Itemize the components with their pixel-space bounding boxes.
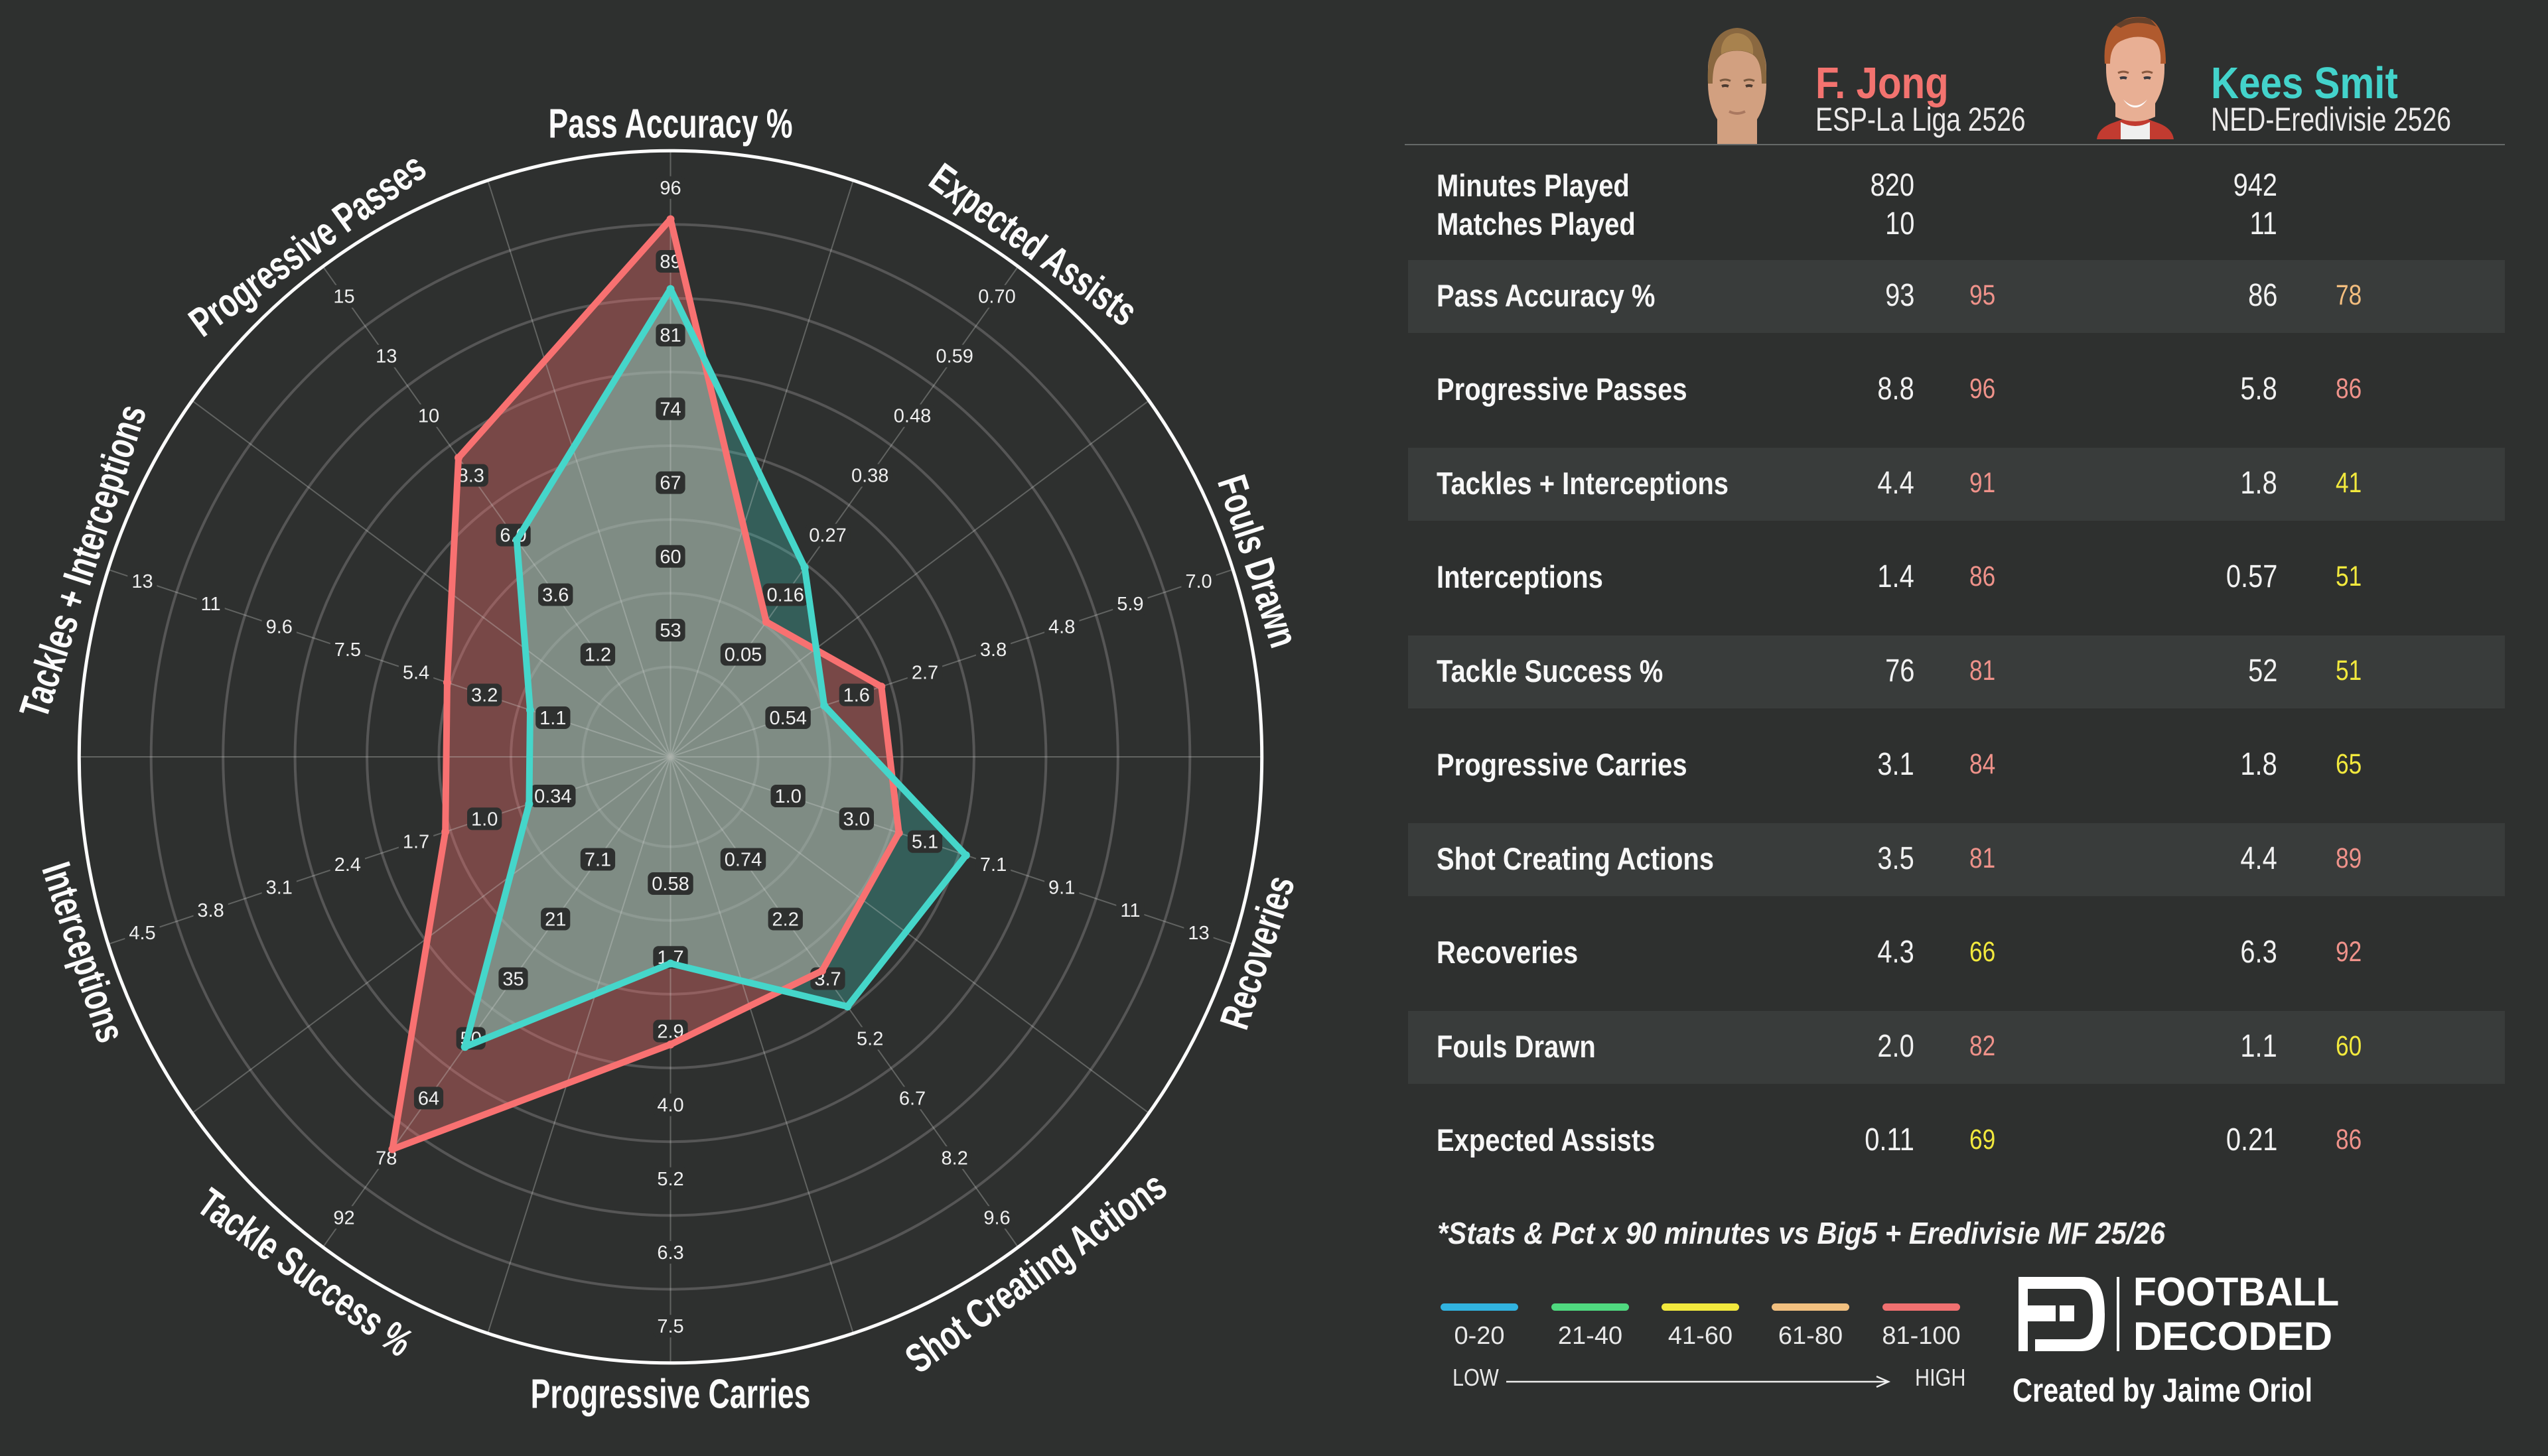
svg-text:13: 13	[376, 346, 397, 367]
svg-text:7.1: 7.1	[585, 850, 611, 871]
svg-text:Progressive Carries: Progressive Carries	[531, 1372, 811, 1418]
svg-text:0.48: 0.48	[894, 406, 931, 427]
svg-text:3.8: 3.8	[197, 900, 224, 921]
svg-text:15: 15	[333, 287, 354, 308]
svg-text:81: 81	[660, 325, 681, 346]
svg-text:3.8: 3.8	[980, 639, 1007, 661]
svg-text:21: 21	[545, 909, 566, 931]
svg-text:2.7: 2.7	[912, 662, 938, 683]
svg-text:DECODED: DECODED	[2133, 1314, 2332, 1358]
svg-text:64: 64	[418, 1088, 439, 1109]
svg-text:1.1: 1.1	[539, 708, 566, 729]
svg-text:1.6: 1.6	[843, 685, 870, 706]
svg-text:4.8: 4.8	[1048, 617, 1075, 638]
svg-text:7.1: 7.1	[980, 854, 1007, 876]
svg-text:1.0: 1.0	[775, 786, 802, 807]
svg-text:5.4: 5.4	[403, 662, 429, 683]
svg-text:3.1: 3.1	[266, 878, 293, 899]
svg-text:6.3: 6.3	[657, 1242, 683, 1264]
svg-text:9.6: 9.6	[983, 1207, 1010, 1228]
svg-text:3.6: 3.6	[542, 585, 569, 606]
svg-text:11: 11	[201, 594, 221, 615]
svg-text:13: 13	[131, 571, 153, 592]
svg-text:74: 74	[660, 399, 681, 420]
svg-text:FOOTBALL: FOOTBALL	[2133, 1270, 2339, 1315]
svg-text:60: 60	[660, 547, 681, 568]
svg-text:2.4: 2.4	[334, 854, 361, 876]
svg-text:2.2: 2.2	[772, 909, 799, 931]
svg-text:67: 67	[660, 473, 681, 494]
svg-text:0.59: 0.59	[936, 346, 973, 367]
svg-text:35: 35	[502, 968, 524, 990]
svg-text:3.0: 3.0	[843, 809, 870, 830]
svg-text:1.0: 1.0	[471, 809, 498, 830]
svg-text:4.0: 4.0	[657, 1095, 683, 1116]
svg-text:Pass Accuracy %: Pass Accuracy %	[548, 101, 792, 147]
svg-text:4.5: 4.5	[129, 923, 155, 944]
svg-text:0.38: 0.38	[851, 466, 888, 487]
svg-text:3.2: 3.2	[471, 685, 498, 706]
svg-text:9.1: 9.1	[1048, 878, 1075, 899]
svg-text:8.2: 8.2	[942, 1148, 968, 1169]
svg-text:0.70: 0.70	[978, 287, 1015, 308]
svg-text:5.9: 5.9	[1117, 594, 1143, 615]
svg-text:9.6: 9.6	[266, 617, 293, 638]
svg-text:6.7: 6.7	[899, 1088, 926, 1109]
svg-text:5.1: 5.1	[912, 832, 938, 853]
svg-text:5.2: 5.2	[657, 1169, 683, 1190]
svg-text:0.27: 0.27	[809, 525, 846, 547]
svg-text:0.54: 0.54	[769, 708, 806, 729]
svg-text:92: 92	[333, 1207, 354, 1228]
svg-text:5.2: 5.2	[857, 1028, 883, 1049]
svg-text:10: 10	[418, 406, 439, 427]
svg-text:0.34: 0.34	[534, 786, 571, 807]
svg-text:11: 11	[1120, 900, 1140, 921]
svg-text:13: 13	[1188, 923, 1209, 944]
svg-text:0.05: 0.05	[725, 645, 762, 666]
svg-text:7.5: 7.5	[334, 639, 361, 661]
svg-text:7.5: 7.5	[657, 1316, 683, 1337]
svg-text:7.0: 7.0	[1185, 571, 1212, 592]
svg-text:0.58: 0.58	[652, 874, 689, 895]
svg-text:1.2: 1.2	[585, 645, 611, 666]
svg-text:0.16: 0.16	[766, 585, 804, 606]
svg-text:0.74: 0.74	[725, 850, 762, 871]
svg-text:1.7: 1.7	[403, 832, 429, 853]
svg-text:8.3: 8.3	[458, 466, 484, 487]
svg-text:Created by Jaime Oriol: Created by Jaime Oriol	[2013, 1371, 2312, 1409]
svg-text:53: 53	[660, 620, 681, 641]
svg-text:96: 96	[660, 178, 681, 199]
